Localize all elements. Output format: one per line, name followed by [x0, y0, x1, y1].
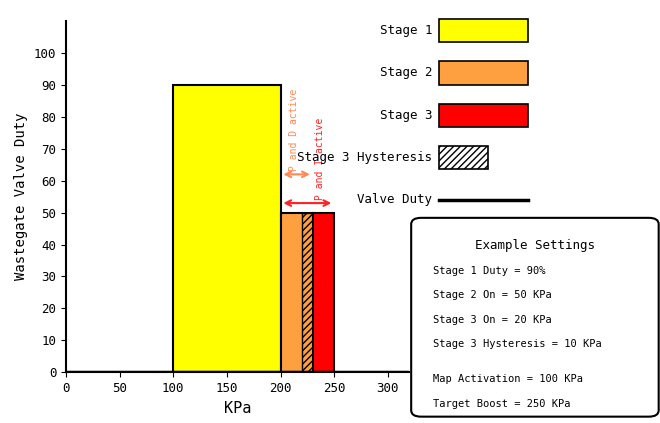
Text: Stage 2: Stage 2	[379, 66, 432, 80]
Text: Stage 3 Hysteresis: Stage 3 Hysteresis	[297, 151, 432, 164]
Text: Stage 3 Hysteresis = 10 KPa: Stage 3 Hysteresis = 10 KPa	[433, 339, 602, 349]
Text: Stage 2 On = 50 KPa: Stage 2 On = 50 KPa	[433, 290, 552, 300]
Text: Map Activation = 100 KPa: Map Activation = 100 KPa	[433, 374, 583, 385]
Text: Example Settings: Example Settings	[475, 239, 595, 252]
Text: Target Boost = 250 KPa: Target Boost = 250 KPa	[433, 399, 570, 409]
Text: Stage 3 On = 20 KPa: Stage 3 On = 20 KPa	[433, 315, 552, 325]
Text: P and D active: P and D active	[290, 89, 300, 171]
Bar	[302, 213, 313, 372]
Bar	[280, 213, 313, 372]
Text: Stage 1: Stage 1	[379, 24, 432, 37]
Bar	[313, 213, 334, 372]
Bar	[173, 85, 280, 372]
Text: Stage 3: Stage 3	[379, 109, 432, 122]
Y-axis label: Wastegate Valve Duty: Wastegate Valve Duty	[15, 113, 28, 280]
Text: P and I active: P and I active	[315, 118, 325, 200]
Text: Stage 1 Duty = 90%: Stage 1 Duty = 90%	[433, 266, 545, 276]
X-axis label: KPa: KPa	[224, 401, 251, 415]
Text: Valve Duty: Valve Duty	[357, 193, 432, 206]
